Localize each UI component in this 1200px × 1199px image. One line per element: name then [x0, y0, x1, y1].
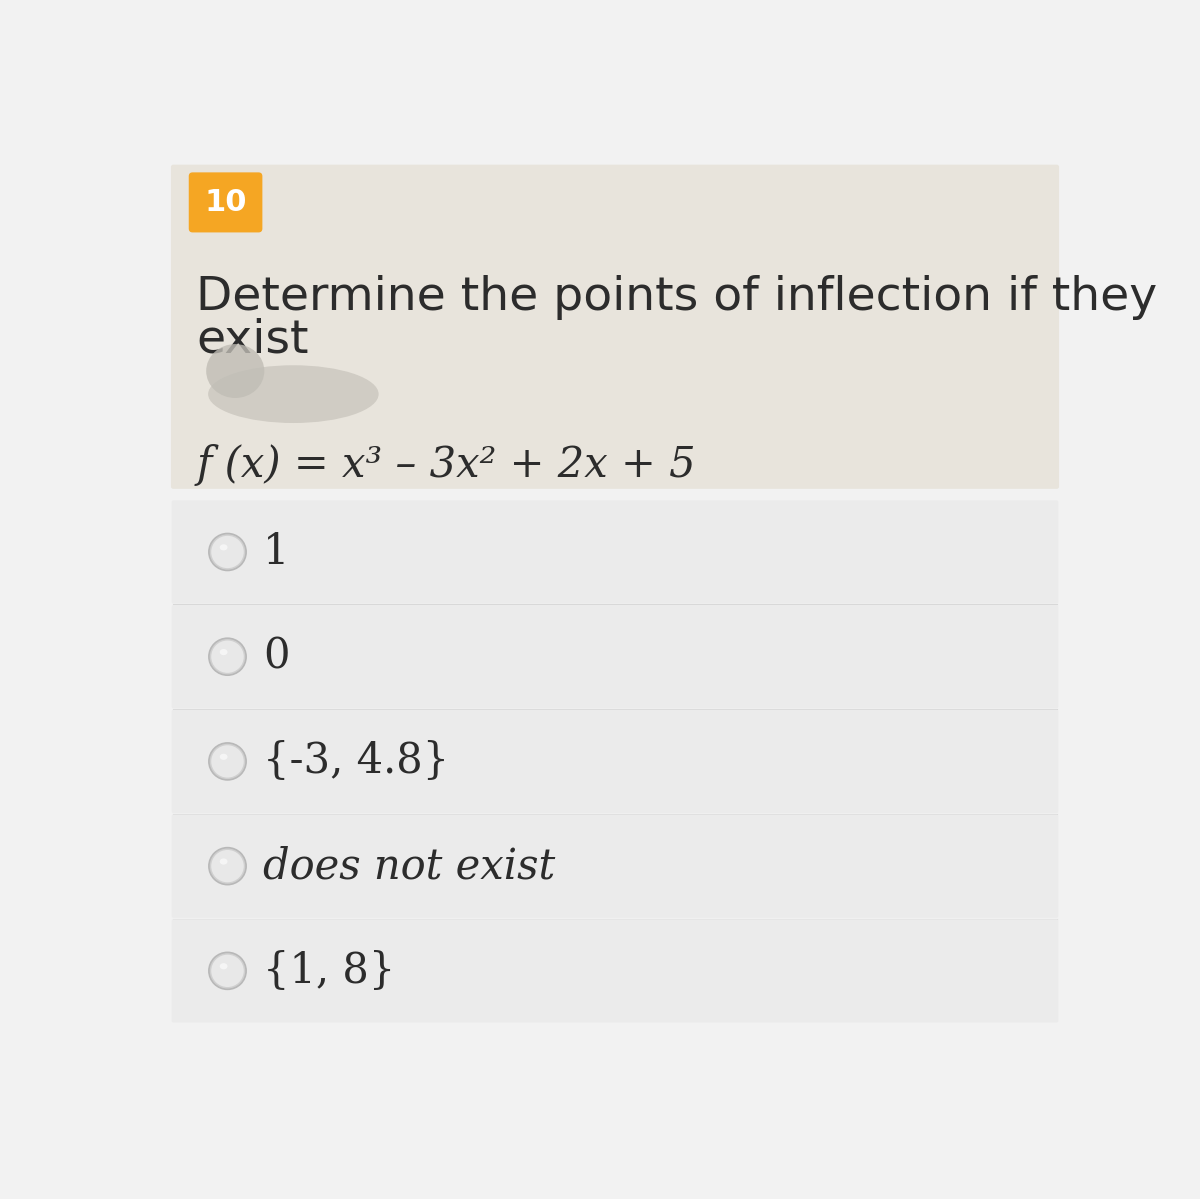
- Text: {1, 8}: {1, 8}: [263, 950, 396, 992]
- Circle shape: [209, 743, 246, 779]
- FancyBboxPatch shape: [172, 500, 1058, 603]
- FancyBboxPatch shape: [172, 814, 1058, 917]
- Text: Determine the points of inflection if they: Determine the points of inflection if th…: [197, 275, 1158, 320]
- Circle shape: [211, 954, 244, 987]
- Circle shape: [209, 952, 246, 989]
- Text: 0: 0: [263, 635, 289, 677]
- Text: {-3, 4.8}: {-3, 4.8}: [263, 741, 449, 783]
- Ellipse shape: [220, 544, 228, 550]
- Ellipse shape: [208, 366, 379, 423]
- Circle shape: [211, 640, 244, 673]
- FancyBboxPatch shape: [188, 173, 263, 233]
- Circle shape: [209, 638, 246, 675]
- Circle shape: [211, 850, 244, 882]
- Text: 10: 10: [204, 188, 247, 217]
- Circle shape: [209, 534, 246, 571]
- Text: does not exist: does not exist: [263, 845, 556, 887]
- FancyBboxPatch shape: [170, 164, 1060, 489]
- Ellipse shape: [220, 858, 228, 864]
- Text: 1: 1: [263, 531, 289, 573]
- Ellipse shape: [206, 344, 264, 398]
- Circle shape: [211, 746, 244, 778]
- Text: f (x) = x³ – 3x² + 2x + 5: f (x) = x³ – 3x² + 2x + 5: [197, 444, 696, 486]
- FancyBboxPatch shape: [172, 605, 1058, 709]
- Ellipse shape: [220, 754, 228, 760]
- Circle shape: [209, 848, 246, 885]
- Circle shape: [211, 536, 244, 568]
- FancyBboxPatch shape: [172, 920, 1058, 1023]
- FancyBboxPatch shape: [172, 710, 1058, 813]
- Ellipse shape: [220, 963, 228, 969]
- Ellipse shape: [220, 649, 228, 655]
- Text: exist: exist: [197, 317, 310, 362]
